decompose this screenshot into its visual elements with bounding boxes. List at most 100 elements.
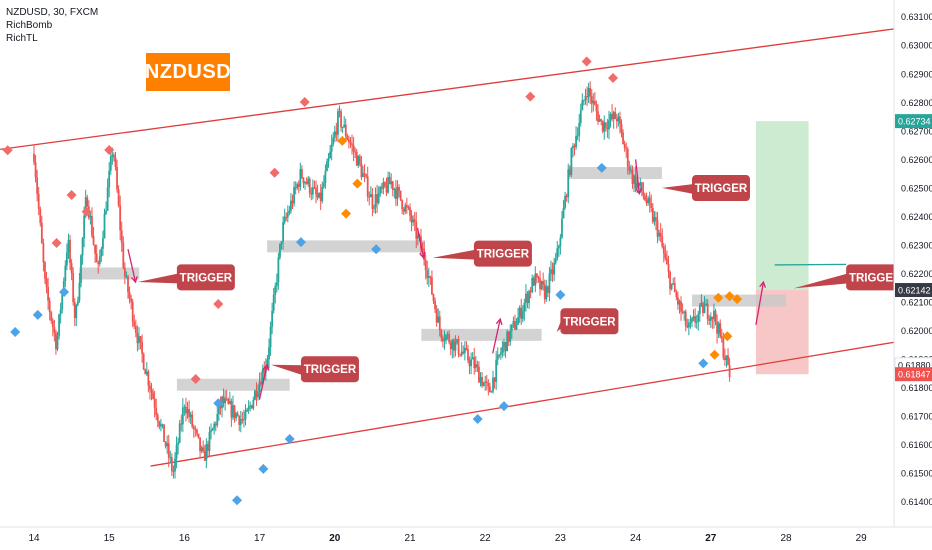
bomb-bottom-marker-12: [555, 289, 566, 300]
candle-body: [382, 182, 385, 189]
candle-body: [379, 187, 382, 194]
candle-body: [136, 332, 139, 344]
candle-body: [604, 122, 607, 128]
candle-body: [269, 326, 272, 348]
candle-body: [495, 359, 498, 382]
candle-body: [561, 218, 563, 238]
candle-body: [504, 342, 507, 352]
candle-body: [225, 398, 228, 400]
candle-body: [603, 122, 606, 132]
candle-body: [630, 169, 632, 171]
y-tick-label: 0.61800: [901, 383, 932, 393]
candle-body: [645, 200, 648, 204]
candle-body: [393, 188, 396, 190]
trigger-label-box: [176, 264, 235, 291]
candle-body: [680, 301, 682, 312]
candle-body: [97, 262, 100, 264]
plot-area: TRIGGER TRIGGER TRIGGER TRIGGER TRIGGER TRIGG…: [0, 28, 894, 506]
candle-body: [335, 131, 338, 135]
y-tick-label: 0.62700: [901, 126, 932, 136]
candle-body: [98, 256, 101, 264]
candle-body: [174, 458, 176, 472]
candle-body: [89, 216, 92, 218]
candle-body: [724, 357, 726, 361]
bomb-top-marker-5: [104, 144, 115, 155]
candle-body: [116, 167, 118, 190]
candle-body: [391, 181, 394, 190]
candle-body: [675, 292, 678, 298]
candle-body: [362, 173, 364, 178]
candle-body: [70, 263, 73, 274]
candle-body: [255, 390, 258, 398]
bomb-mid-marker-3: [352, 178, 363, 189]
bomb-top-marker-9: [525, 91, 536, 102]
candle-body: [348, 139, 350, 143]
candle-body: [358, 156, 361, 164]
bomb-bottom-marker-8: [295, 237, 306, 248]
candle-body: [612, 112, 615, 120]
candle-body: [498, 354, 501, 356]
candle-body: [686, 325, 689, 328]
candle-body: [228, 401, 231, 404]
candle-body: [100, 248, 103, 257]
bomb-bottom-marker-6: [258, 463, 269, 474]
indicator-richtl[interactable]: RichTL: [6, 33, 38, 44]
candle-body: [109, 156, 112, 171]
y-tick-label: 0.62900: [901, 69, 932, 79]
candle-body: [128, 292, 131, 299]
candle-body: [553, 262, 556, 275]
bomb-top-marker-2: [51, 237, 62, 248]
candle-body: [479, 377, 482, 383]
x-tick-label: 15: [104, 533, 116, 544]
candle-body: [155, 407, 158, 415]
indicator-richbomb[interactable]: RichBomb: [6, 20, 53, 31]
bomb-top-marker-6: [213, 299, 224, 310]
candle-body: [684, 311, 687, 326]
x-tick-label: 24: [630, 533, 642, 544]
candle-body: [589, 88, 592, 96]
candle-body: [42, 243, 45, 263]
candle-body: [687, 322, 690, 328]
candle-body: [286, 212, 289, 218]
candle-body: [587, 88, 590, 98]
candle-body: [59, 309, 62, 315]
candle-body: [313, 187, 316, 189]
candle-body: [81, 238, 84, 256]
candle-body: [413, 219, 416, 222]
candle-body: [584, 96, 587, 100]
candle-body: [543, 284, 546, 300]
candle-body: [412, 219, 415, 223]
candle-body: [573, 145, 576, 148]
candle-body: [51, 320, 54, 328]
candle-body: [374, 194, 377, 208]
candle-body: [279, 243, 281, 258]
candle-body: [556, 248, 559, 259]
candle-body: [402, 209, 405, 212]
symbol-line: NZDUSD, 30, FXCM: [6, 7, 99, 18]
candle-body: [656, 220, 659, 237]
candle-body: [716, 321, 718, 334]
candle-body: [537, 277, 540, 279]
candle-body: [542, 280, 545, 285]
bomb-mid-marker-2: [341, 208, 352, 219]
candle-body: [216, 413, 219, 426]
y-tick-label: 0.62500: [901, 183, 932, 193]
candle-body: [714, 310, 717, 322]
candle-body: [518, 307, 521, 318]
candle-body: [117, 189, 120, 206]
candle-body: [390, 181, 393, 185]
candle-body: [648, 197, 651, 204]
candle-body: [44, 262, 46, 279]
candle-body: [435, 309, 438, 323]
candle-body: [213, 423, 216, 429]
candle-body: [302, 177, 305, 184]
candle-body: [636, 182, 639, 189]
candle-body: [719, 323, 722, 337]
trigger-label-text: TRIGGER: [180, 272, 233, 284]
candle-body: [520, 307, 523, 319]
candle-body: [208, 432, 211, 452]
candle-body: [75, 304, 78, 318]
candle-body: [380, 187, 383, 189]
candle-body: [470, 359, 472, 367]
